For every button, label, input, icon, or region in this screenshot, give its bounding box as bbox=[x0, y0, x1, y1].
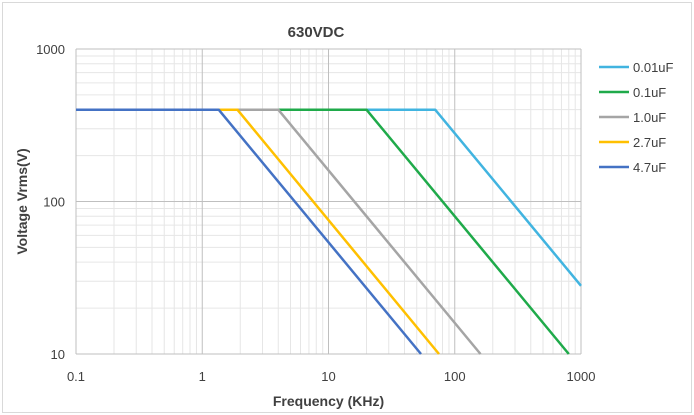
y-tick-label: 1000 bbox=[36, 42, 65, 57]
grid bbox=[75, 48, 582, 355]
x-axis-label: Frequency (KHz) bbox=[273, 393, 384, 409]
y-tick-label: 100 bbox=[43, 195, 65, 210]
chart-title: 630VDC bbox=[288, 24, 345, 41]
legend-label: 2.7uF bbox=[633, 135, 666, 150]
series-line-4.7uF bbox=[76, 108, 422, 355]
chart-canvas: 630VDC 0.1 1 10 100 1000 10 100 1000 Frequency… bbox=[14, 24, 674, 409]
x-tick-label: 1 bbox=[199, 369, 206, 384]
x-tick-label: 10 bbox=[321, 369, 335, 384]
x-tick-labels: 0.1 1 10 100 1000 bbox=[67, 369, 596, 384]
x-tick-label: 1000 bbox=[567, 369, 596, 384]
legend-label: 1.0uF bbox=[633, 110, 666, 125]
series-lines bbox=[76, 108, 582, 355]
legend-label: 0.01uF bbox=[633, 60, 674, 75]
x-tick-label: 100 bbox=[444, 369, 466, 384]
y-axis-label: Voltage Vrms(V) bbox=[14, 148, 30, 254]
series-line-2.7uF bbox=[76, 108, 440, 355]
y-tick-label: 10 bbox=[51, 347, 65, 362]
x-tick-label: 0.1 bbox=[67, 369, 85, 384]
legend-label: 0.1uF bbox=[633, 85, 666, 100]
legend-label: 4.7uF bbox=[633, 160, 666, 175]
y-tick-labels: 10 100 1000 bbox=[36, 42, 65, 362]
legend: 0.01uF 0.1uF 1.0uF 2.7uF 4.7uF bbox=[599, 60, 674, 175]
